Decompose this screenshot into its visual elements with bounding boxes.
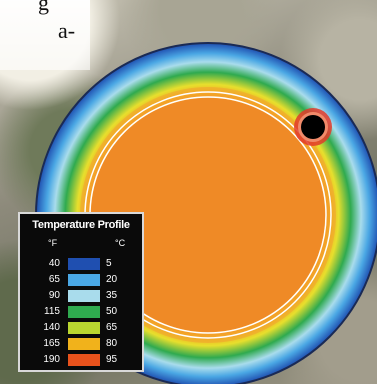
legend-swatch bbox=[68, 354, 100, 366]
legend-celsius-value: 95 bbox=[106, 354, 118, 365]
legend-celsius-value: 20 bbox=[106, 274, 118, 285]
legend-unit-fahrenheit: °F bbox=[48, 238, 58, 248]
legend-row: 90 35 bbox=[20, 288, 142, 303]
legend-row: 115 50 bbox=[20, 304, 142, 319]
legend-swatch bbox=[68, 306, 100, 318]
legend-fahrenheit-value: 140 bbox=[43, 322, 60, 333]
hot-core bbox=[91, 98, 325, 332]
legend-celsius-value: 5 bbox=[106, 258, 112, 269]
legend-fahrenheit-value: 40 bbox=[48, 258, 60, 269]
legend-row: 40 5 bbox=[20, 256, 142, 271]
page-text-fragment: g a- bbox=[0, 0, 90, 70]
legend-fahrenheit-value: 65 bbox=[48, 274, 60, 285]
fragment-line-1: g bbox=[38, 0, 49, 15]
legend-celsius-value: 80 bbox=[106, 338, 118, 349]
legend-row: 140 65 bbox=[20, 320, 142, 335]
legend-celsius-value: 65 bbox=[106, 322, 118, 333]
legend-swatch bbox=[68, 290, 100, 302]
legend-fahrenheit-value: 115 bbox=[44, 306, 60, 317]
legend-row: 190 95 bbox=[20, 352, 142, 367]
cold-hole bbox=[301, 115, 325, 139]
legend-fahrenheit-value: 165 bbox=[43, 338, 60, 349]
legend-fahrenheit-value: 190 bbox=[43, 354, 60, 365]
fragment-line-2: a- bbox=[58, 18, 76, 43]
legend-title: Temperature Profile bbox=[32, 219, 130, 231]
legend-row: 165 80 bbox=[20, 336, 142, 351]
legend-swatch bbox=[68, 274, 100, 286]
legend-swatch bbox=[68, 258, 100, 270]
legend-celsius-value: 50 bbox=[106, 306, 118, 317]
legend-unit-celsius: °C bbox=[115, 238, 126, 248]
temperature-legend: Temperature Profile °F °C 40 5 65 20 90 … bbox=[18, 212, 144, 372]
legend-celsius-value: 35 bbox=[106, 290, 118, 301]
legend-fahrenheit-value: 90 bbox=[48, 290, 60, 301]
legend-swatch bbox=[68, 338, 100, 350]
legend-row: 65 20 bbox=[20, 272, 142, 287]
legend-swatch bbox=[68, 322, 100, 334]
